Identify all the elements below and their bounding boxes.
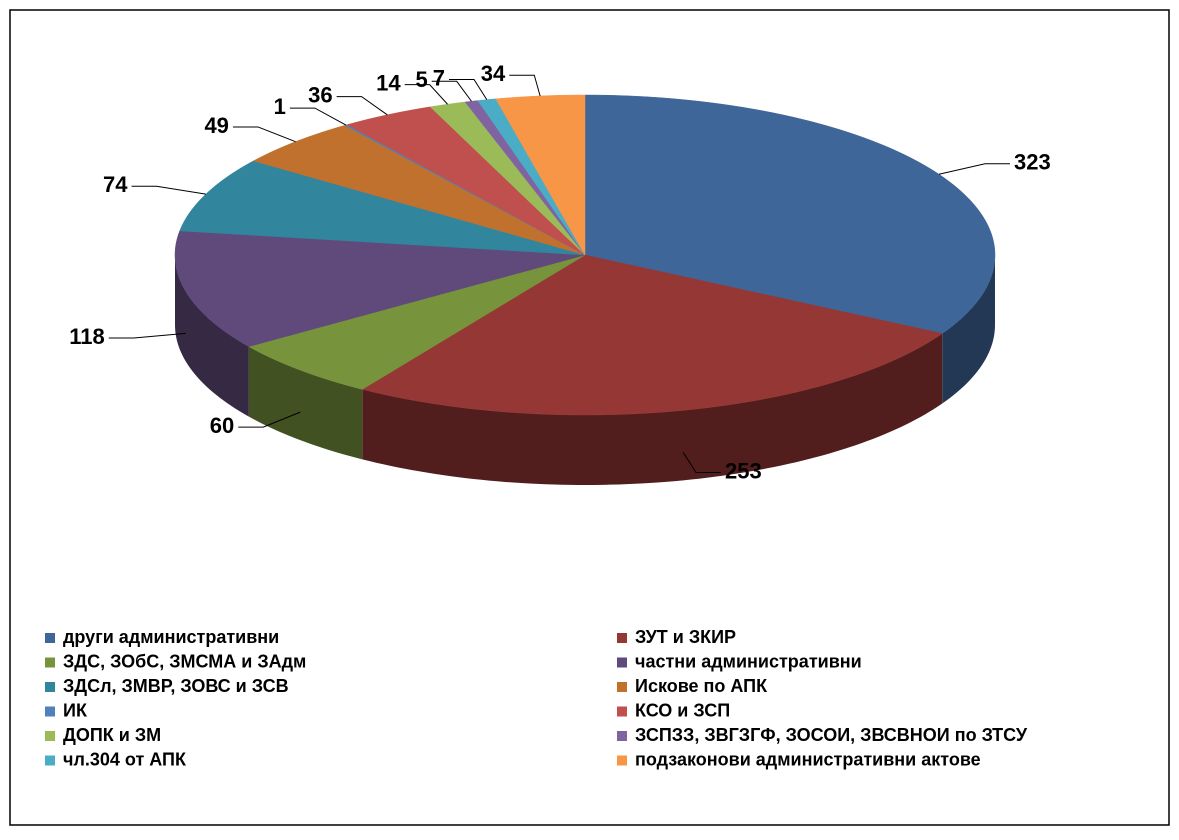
legend-label: частни административни xyxy=(635,651,862,671)
pie-slice xyxy=(248,254,586,390)
data-label: 118 xyxy=(69,324,105,349)
legend-label: ЗДСл, ЗМВР, ЗОВС и ЗСВ xyxy=(63,676,289,696)
legend-swatch xyxy=(45,657,55,668)
legend-label: КСО и ЗСП xyxy=(635,700,730,720)
pie-slice-side xyxy=(362,333,943,485)
leader-line xyxy=(404,84,448,105)
legend-swatch xyxy=(45,682,55,692)
leader-line xyxy=(289,107,347,126)
legend-swatch xyxy=(617,633,627,643)
legend-label: подзаконови административни актове xyxy=(635,749,981,769)
data-label: 323 xyxy=(1014,150,1051,175)
pie-slice xyxy=(174,230,586,347)
legend-label: ЗДС, ЗОбС, ЗМСМА и ЗАдм xyxy=(63,651,306,671)
leader-line xyxy=(238,411,301,428)
legend-label: Искове по АПК xyxy=(635,676,768,696)
legend-swatch xyxy=(45,706,55,717)
pie-slice-side xyxy=(175,255,249,417)
leader-line xyxy=(938,163,1010,175)
leader-line xyxy=(449,78,488,100)
data-label: 49 xyxy=(204,113,228,138)
data-label: 14 xyxy=(376,70,401,95)
data-label: 60 xyxy=(210,413,234,438)
leader-line xyxy=(232,126,296,143)
legend-swatch xyxy=(617,682,627,692)
leader-line xyxy=(108,332,186,339)
legend-swatch xyxy=(617,755,627,766)
pie-slice-side xyxy=(248,346,363,460)
pie-slice xyxy=(429,101,586,256)
data-label: 36 xyxy=(308,82,332,107)
leader-line xyxy=(336,96,388,116)
pie-slice-side xyxy=(942,255,995,404)
leader-line xyxy=(431,80,472,102)
legend-label: ЗУТ и ЗКИР xyxy=(635,627,736,647)
pie-slice xyxy=(495,94,586,256)
legend-swatch xyxy=(617,731,627,741)
data-label: 7 xyxy=(433,65,445,90)
data-label: 74 xyxy=(103,172,128,197)
data-label: 34 xyxy=(481,61,506,86)
leader-line xyxy=(509,74,541,97)
data-label: 5 xyxy=(415,67,427,92)
pie-slice xyxy=(584,94,996,334)
legend-label: ИК xyxy=(63,700,88,720)
legend-swatch xyxy=(45,755,55,766)
pie-slice xyxy=(361,254,943,416)
legend-label: други административни xyxy=(63,627,279,647)
data-label: 1 xyxy=(274,94,286,119)
leader-line xyxy=(131,185,206,195)
pie-slice xyxy=(252,125,586,256)
legend-label: чл.304 от АПК xyxy=(63,749,187,769)
leader-line xyxy=(682,452,721,474)
data-label: 253 xyxy=(725,458,762,483)
legend-label: ЗСПЗЗ, ЗВГЗГФ, ЗОСОИ, ЗВСВНОИ по ЗТСУ xyxy=(635,725,1028,745)
legend-label: ДОПК и ЗМ xyxy=(63,725,161,745)
pie-slice xyxy=(346,106,586,256)
legend-swatch xyxy=(45,633,55,643)
legend-swatch xyxy=(45,731,55,741)
legend-swatch xyxy=(617,657,627,668)
legend-swatch xyxy=(617,706,627,717)
